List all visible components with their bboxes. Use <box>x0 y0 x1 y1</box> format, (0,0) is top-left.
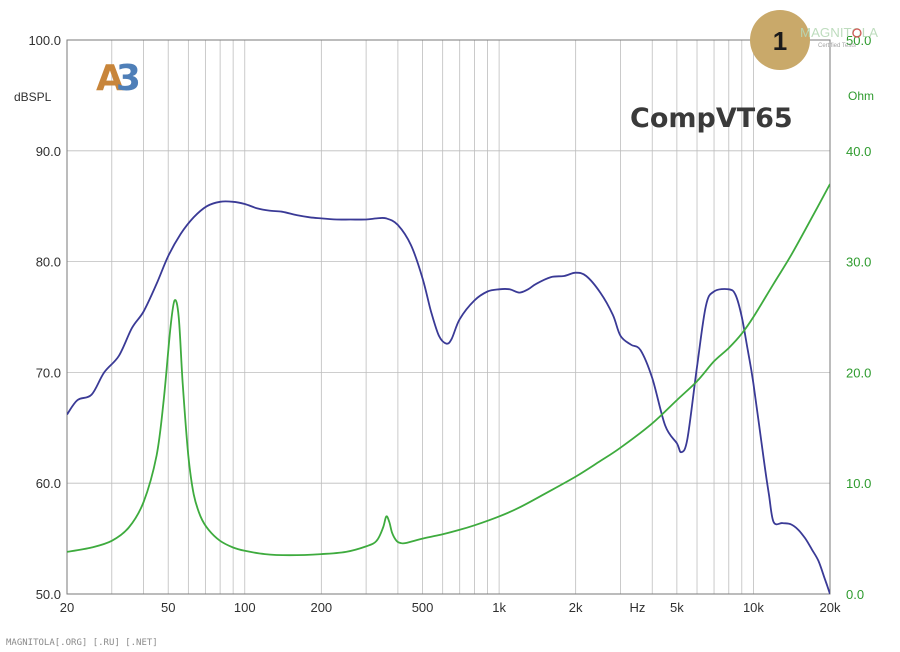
plot-border <box>66 39 831 595</box>
spl-response-line <box>67 200 830 594</box>
y-left-tick-label: 70.0 <box>36 365 61 380</box>
y-right-tick-label: 50.0 <box>846 33 871 48</box>
x-tick-label: 5k <box>670 600 684 615</box>
x-tick-label: 1k <box>492 600 506 615</box>
watermark-mark-icon <box>852 28 862 38</box>
x-tick-label: 2k <box>569 600 583 615</box>
y-right-axis-label: Ohm <box>848 89 874 103</box>
plot-background <box>67 40 830 594</box>
y-left-tick-label: 80.0 <box>36 255 61 270</box>
badge-circle <box>750 10 810 70</box>
x-tick-label: 200 <box>310 600 332 615</box>
watermark-text: MAGNITOLA <box>800 25 878 40</box>
x-tick-label: 500 <box>412 600 434 615</box>
y-left-tick-label: 90.0 <box>36 144 61 159</box>
number-badge: 1 <box>750 10 810 70</box>
y-right-tick-label: 0.0 <box>846 587 864 602</box>
x-tick-label: 20 <box>60 600 74 615</box>
x-tick-label: 100 <box>234 600 256 615</box>
a3-logo-a: A3 <box>96 58 141 99</box>
y-left-tick-label: 100.0 <box>28 33 61 48</box>
y-left-tick-label: 60.0 <box>36 476 61 491</box>
y-right-tick-label: 10.0 <box>846 476 871 491</box>
y-left-tick-label: 50.0 <box>36 587 61 602</box>
y-right-tick-label: 20.0 <box>846 365 871 380</box>
x-tick-label: 50 <box>161 600 175 615</box>
x-tick-label: Hz <box>630 600 646 615</box>
impedance-line <box>67 183 830 557</box>
chart-title: CompVT65 <box>630 103 793 134</box>
y-right-tick-label: 30.0 <box>846 255 871 270</box>
magnitola-watermark: MAGNITOLA Certified Tests <box>800 25 878 49</box>
series-layer <box>67 183 830 594</box>
watermark-subtext: Certified Tests <box>818 43 856 49</box>
y-left-axis-label: dBSPL <box>14 90 52 104</box>
y-right-tick-label: 40.0 <box>846 144 871 159</box>
grid <box>67 40 830 594</box>
x-tick-label: 10k <box>743 600 764 615</box>
badge-number: 1 <box>773 26 787 56</box>
tick-labels: 50.0 60.0 70.0 80.0 90.0 100.0 0.0 10.0 20.0 30.0… <box>28 33 871 615</box>
x-tick-label: 20k <box>820 600 841 615</box>
footer-watermark: MAGNITOLA[.ORG] [.RU] [.NET] <box>6 638 158 648</box>
a3-logo: A3 <box>96 58 141 99</box>
